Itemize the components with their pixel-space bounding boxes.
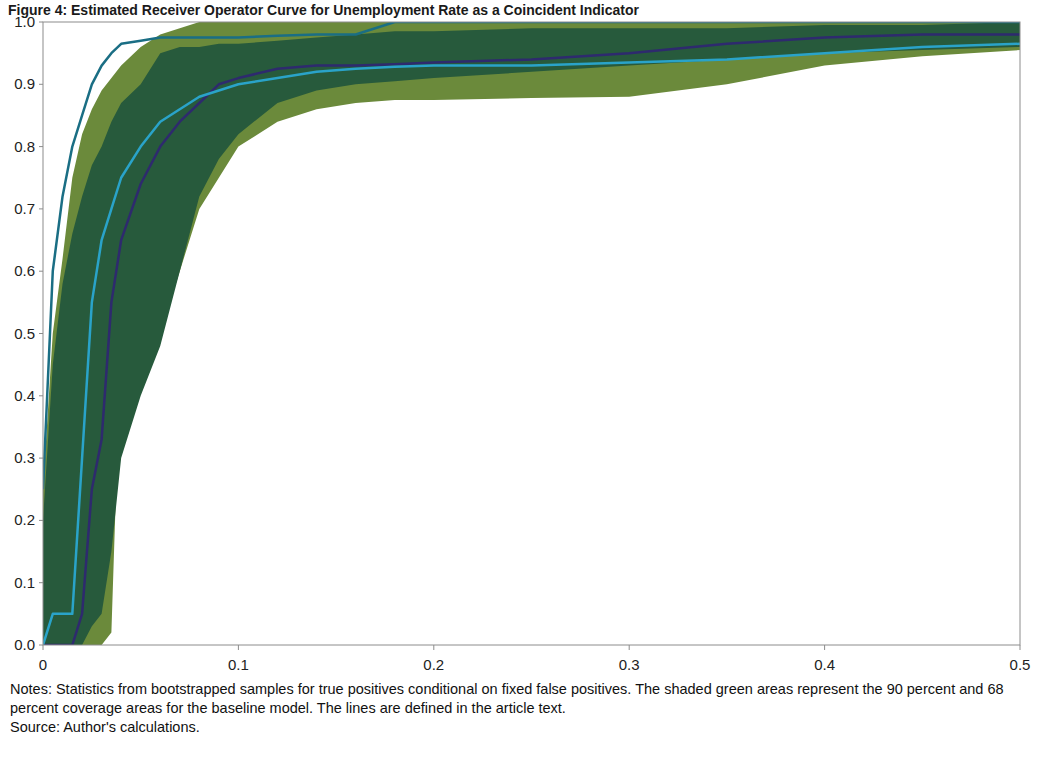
y-tick [39, 22, 43, 23]
y-tick [39, 84, 43, 85]
notes: Notes: Statistics from bootstrapped samp… [10, 680, 1030, 718]
coverage-band [43, 22, 1020, 645]
y-tick [39, 146, 43, 147]
y-tick-label: 0.4 [14, 387, 35, 404]
y-tick [39, 333, 43, 334]
y-tick [39, 271, 43, 272]
roc-line [43, 34, 1020, 645]
y-tick [39, 582, 43, 583]
x-tick-label: 0.5 [1010, 656, 1031, 673]
y-tick [39, 645, 43, 646]
roc-line [43, 44, 1020, 645]
y-tick-label: 1.0 [14, 13, 35, 30]
x-tick-label: 0.4 [814, 656, 835, 673]
y-tick [39, 520, 43, 521]
coverage-band [43, 22, 1020, 645]
x-tick [238, 645, 239, 650]
y-tick-label: 0.3 [14, 449, 35, 466]
source: Source: Author's calculations. [10, 718, 1030, 737]
x-tick [1020, 645, 1021, 650]
y-tick [39, 395, 43, 396]
x-tick-label: 0.2 [423, 656, 444, 673]
notes-block: Notes: Statistics from bootstrapped samp… [10, 680, 1030, 737]
y-tick-label: 0.6 [14, 262, 35, 279]
y-tick [39, 458, 43, 459]
x-tick-label: 0.1 [228, 656, 249, 673]
y-tick-label: 0.7 [14, 200, 35, 217]
x-tick [433, 645, 434, 650]
x-tick-label: 0.3 [619, 656, 640, 673]
x-tick [629, 645, 630, 650]
plot-frame [43, 22, 1020, 645]
y-tick-label: 0.0 [14, 636, 35, 653]
x-tick [43, 645, 44, 650]
y-tick-label: 0.8 [14, 138, 35, 155]
x-tick [824, 645, 825, 650]
title: Figure 4: Estimated Receiver Operator Cu… [8, 2, 639, 18]
y-tick-label: 0.9 [14, 75, 35, 92]
y-tick-label: 0.2 [14, 511, 35, 528]
plot-area [43, 22, 1020, 645]
x-tick-label: 0 [39, 656, 47, 673]
roc-line [43, 22, 1020, 489]
y-tick-label: 0.1 [14, 574, 35, 591]
y-tick [39, 208, 43, 209]
chart: Figure 4: Estimated Receiver Operator Cu… [0, 0, 1044, 680]
y-tick-label: 0.5 [14, 325, 35, 342]
